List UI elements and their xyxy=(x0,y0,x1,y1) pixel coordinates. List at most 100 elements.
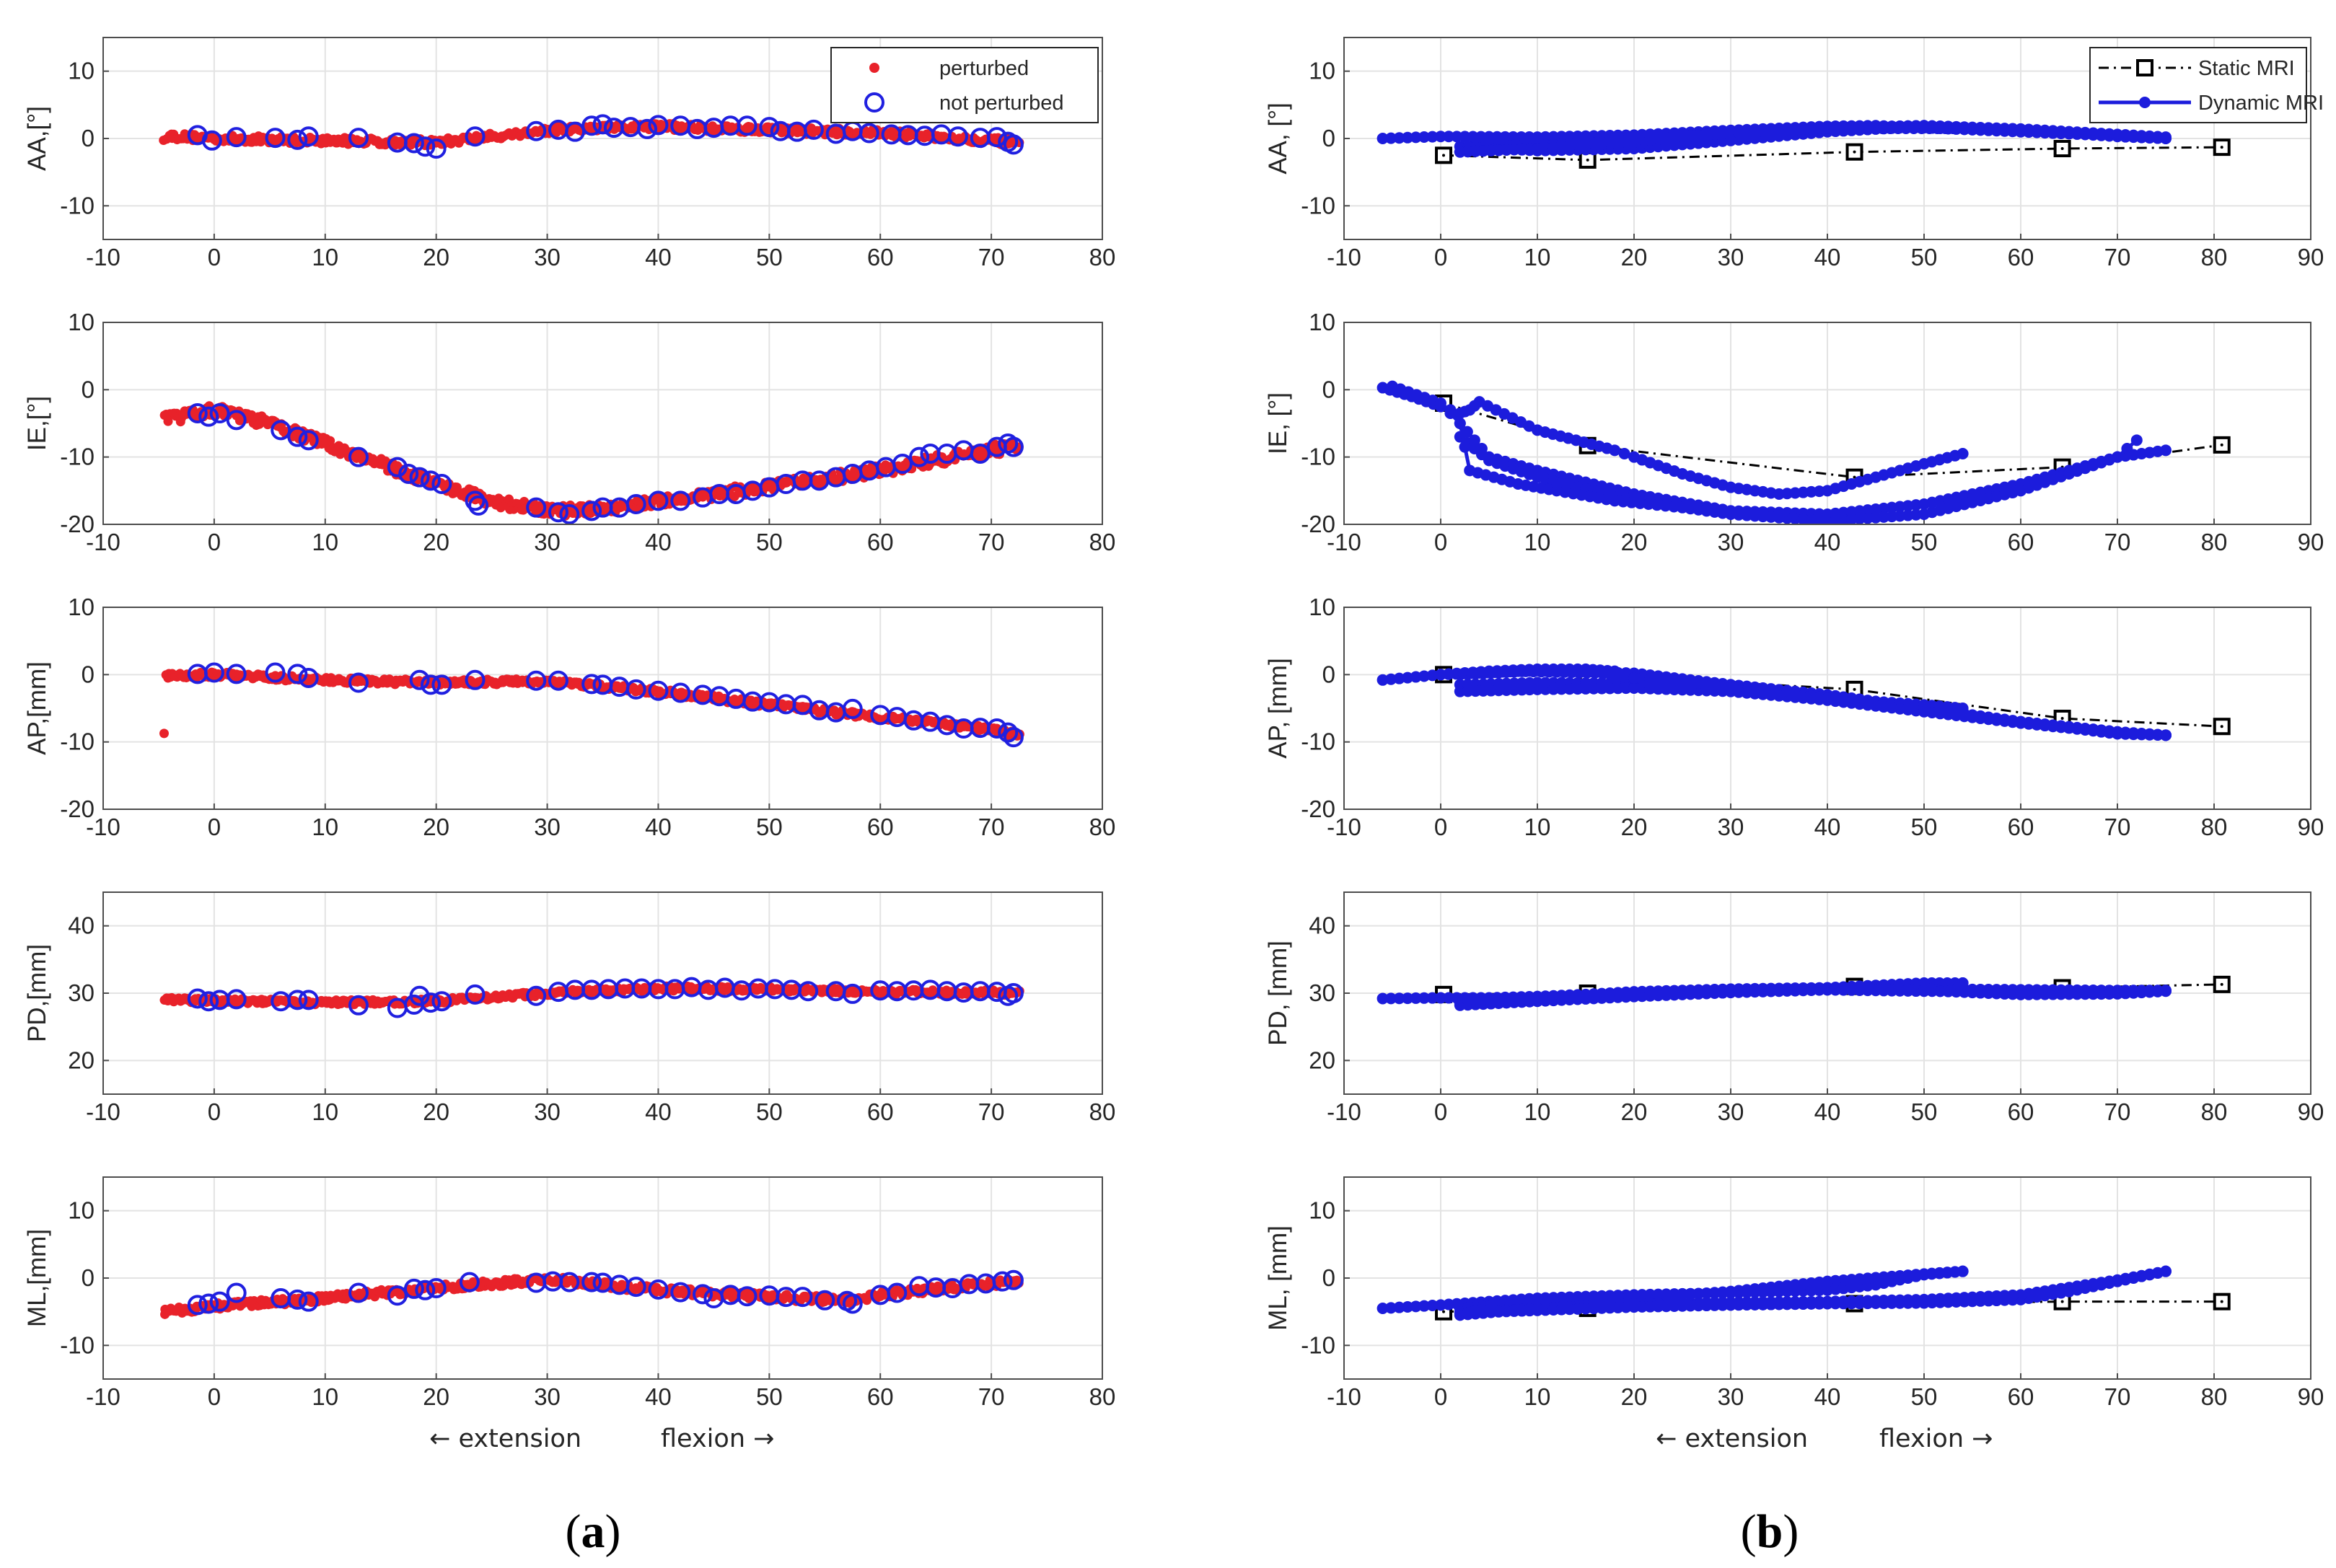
series-dynamic-mri xyxy=(1376,120,2172,158)
dynamic-mri-point xyxy=(1886,120,1898,133)
not-perturbed-point xyxy=(387,457,408,477)
not-perturbed-point xyxy=(403,133,424,154)
dynamic-mri-point xyxy=(1716,985,1729,997)
dynamic-mri-point xyxy=(1376,1303,1389,1314)
data-marks xyxy=(160,1269,1024,1319)
static-mri-marker-dot xyxy=(1586,158,1589,162)
dynamic-mri-point xyxy=(1659,500,1672,512)
x-tick-label: 80 xyxy=(2201,814,2228,840)
not-perturbed-point xyxy=(209,1291,230,1312)
not-perturbed-point xyxy=(548,502,568,523)
x-tick-label: 0 xyxy=(208,1098,221,1125)
axes-frame xyxy=(1343,891,2311,1095)
x-tick-label: 20 xyxy=(423,814,449,840)
not-perturbed-point xyxy=(625,494,646,514)
y-tick-label: 0 xyxy=(1322,1264,1335,1291)
x-tick-label: 80 xyxy=(1089,244,1116,270)
not-perturbed-point xyxy=(226,410,247,431)
dynamic-mri-point xyxy=(2023,988,2035,1000)
dynamic-mri-point xyxy=(1725,681,1736,693)
dynamic-mri-point xyxy=(1563,683,1576,695)
not-perturbed-point xyxy=(226,989,247,1010)
dynamic-mri-point xyxy=(1894,120,1906,132)
not-perturbed-point xyxy=(415,136,436,157)
x-tick-label: 10 xyxy=(1524,814,1551,840)
dynamic-mri-point xyxy=(1376,674,1389,686)
dynamic-mri-point xyxy=(1668,683,1680,695)
legend-label: not perturbed xyxy=(939,92,1064,115)
legend-label: Dynamic MRI xyxy=(2198,92,2324,115)
not-perturbed-point xyxy=(526,985,547,1006)
data-marks xyxy=(1376,120,2231,169)
dynamic-mri-point xyxy=(2160,985,2172,997)
static-mri-marker-dot xyxy=(1853,475,1856,479)
x-tick-label: 70 xyxy=(2104,1383,2131,1410)
x-tick-label: 0 xyxy=(1434,529,1447,555)
dynamic-mri-point xyxy=(1620,989,1632,1001)
dynamic-mri-point xyxy=(1765,985,1777,997)
grid-lines xyxy=(1344,607,2311,809)
x-tick-label: 10 xyxy=(312,814,338,840)
x-tick-label: 50 xyxy=(756,1383,783,1410)
x-tick-label: 0 xyxy=(1434,814,1447,840)
y-tick-label: 10 xyxy=(1309,594,1335,620)
dynamic-mri-point xyxy=(2112,451,2123,463)
dynamic-mri-point xyxy=(1813,983,1825,995)
dynamic-mri-point xyxy=(1418,670,1431,682)
axes-frame xyxy=(102,37,1103,240)
not-perturbed-point xyxy=(842,983,863,1004)
not-perturbed-point xyxy=(625,679,646,700)
dynamic-mri-point xyxy=(1467,131,1479,143)
not-perturbed-point xyxy=(670,682,691,703)
dynamic-mri-point xyxy=(1700,986,1713,998)
not-perturbed-point xyxy=(403,1278,424,1299)
not-perturbed-point xyxy=(348,672,369,693)
x-tick-label: 0 xyxy=(208,814,221,840)
not-perturbed-point xyxy=(348,995,369,1016)
series-not-perturbed xyxy=(187,977,1024,1018)
x-tick-label: -10 xyxy=(86,814,120,840)
x-tick-label: 90 xyxy=(2298,1383,2324,1410)
dynamic-mri-point xyxy=(2087,988,2099,1000)
dynamic-mri-point xyxy=(1609,444,1621,457)
dynamic-mri-point xyxy=(1967,121,1978,133)
y-axis-label: PD,[mm] xyxy=(23,944,51,1042)
dynamic-mri-point xyxy=(1725,985,1736,997)
x-tick-label: 20 xyxy=(1621,529,1648,555)
x-tick-label: 50 xyxy=(1911,814,1938,840)
y-tick-label: -10 xyxy=(60,444,95,470)
dynamic-mri-point xyxy=(1459,441,1471,453)
axes-frame xyxy=(102,322,1103,525)
dynamic-mri-point xyxy=(1443,131,1455,143)
dynamic-mri-point xyxy=(2095,988,2107,1000)
static-mri-marker-dot xyxy=(1442,1310,1446,1313)
dynamic-mri-point xyxy=(1523,131,1535,144)
x-tick-label: 40 xyxy=(645,244,672,270)
x-tick-label: 40 xyxy=(645,1383,672,1410)
not-perturbed-point xyxy=(648,490,669,511)
dynamic-mri-point xyxy=(1805,983,1817,995)
x-tick-label: 90 xyxy=(2298,244,2324,270)
axes-frame xyxy=(102,891,1103,1095)
not-perturbed-point xyxy=(526,497,547,518)
not-perturbed-point xyxy=(298,1291,319,1312)
not-perturbed-point xyxy=(548,670,568,691)
dynamic-mri-point xyxy=(1393,672,1405,684)
dynamic-mri-point xyxy=(2130,434,2143,446)
x-tick-label: 70 xyxy=(978,1098,1005,1125)
x-tick-label: 70 xyxy=(2104,1098,2131,1125)
dynamic-mri-point xyxy=(1837,983,1850,995)
dynamic-mri-point xyxy=(1636,988,1648,1000)
y-tick-label: 10 xyxy=(1309,1197,1335,1224)
not-perturbed-point xyxy=(803,119,824,140)
dynamic-mri-point xyxy=(1609,495,1621,507)
series-dynamic-mri xyxy=(1376,663,2172,741)
dynamic-mri-point xyxy=(1618,448,1630,459)
dynamic-mri-point xyxy=(1934,120,1946,133)
